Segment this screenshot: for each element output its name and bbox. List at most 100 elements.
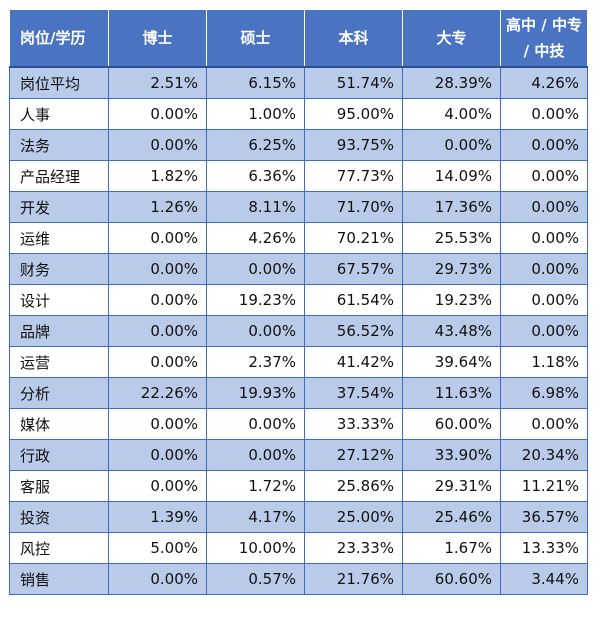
cell-bachelor-percent: 56.52% bbox=[304, 315, 403, 347]
row-position-label: 销售 bbox=[9, 563, 109, 595]
row-position-label: 法务 bbox=[9, 129, 109, 161]
cell-highschool-percent: 4.26% bbox=[500, 66, 588, 99]
table-row: 岗位平均 2.51% 6.15% 51.74% 28.39% 4.26% bbox=[9, 66, 588, 99]
cell-college-percent: 25.53% bbox=[402, 222, 501, 254]
cell-highschool-percent: 0.00% bbox=[500, 222, 588, 254]
table-row: 运维 0.00% 4.26% 70.21% 25.53% 0.00% bbox=[9, 222, 588, 254]
cell-college-percent: 39.64% bbox=[402, 346, 501, 378]
row-position-label: 风控 bbox=[9, 532, 109, 564]
cell-doctor-percent: 0.00% bbox=[108, 315, 207, 347]
cell-master-percent: 4.17% bbox=[206, 501, 305, 533]
cell-bachelor-percent: 25.86% bbox=[304, 470, 403, 502]
table-row: 设计 0.00% 19.23% 61.54% 19.23% 0.00% bbox=[9, 284, 588, 316]
cell-college-percent: 60.60% bbox=[402, 563, 501, 595]
cell-master-percent: 0.00% bbox=[206, 439, 305, 471]
cell-college-percent: 29.31% bbox=[402, 470, 501, 502]
cell-college-percent: 14.09% bbox=[402, 160, 501, 192]
cell-master-percent: 2.37% bbox=[206, 346, 305, 378]
cell-college-percent: 0.00% bbox=[402, 129, 501, 161]
cell-doctor-percent: 0.00% bbox=[108, 284, 207, 316]
cell-doctor-percent: 0.00% bbox=[108, 439, 207, 471]
table-row: 销售 0.00% 0.57% 21.76% 60.60% 3.44% bbox=[9, 563, 588, 595]
cell-master-percent: 0.00% bbox=[206, 315, 305, 347]
cell-highschool-percent: 0.00% bbox=[500, 253, 588, 285]
cell-college-percent: 17.36% bbox=[402, 191, 501, 223]
cell-bachelor-percent: 33.33% bbox=[304, 408, 403, 440]
cell-highschool-percent: 0.00% bbox=[500, 408, 588, 440]
cell-highschool-percent: 20.34% bbox=[500, 439, 588, 471]
cell-bachelor-percent: 27.12% bbox=[304, 439, 403, 471]
table-row: 客服 0.00% 1.72% 25.86% 29.31% 11.21% bbox=[9, 470, 588, 502]
cell-doctor-percent: 5.00% bbox=[108, 532, 207, 564]
cell-bachelor-percent: 23.33% bbox=[304, 532, 403, 564]
row-position-label: 开发 bbox=[9, 191, 109, 223]
table-row: 人事 0.00% 1.00% 95.00% 4.00% 0.00% bbox=[9, 98, 588, 130]
cell-doctor-percent: 1.39% bbox=[108, 501, 207, 533]
table-row: 产品经理 1.82% 6.36% 77.73% 14.09% 0.00% bbox=[9, 160, 588, 192]
row-position-label: 媒体 bbox=[9, 408, 109, 440]
cell-bachelor-percent: 70.21% bbox=[304, 222, 403, 254]
cell-bachelor-percent: 77.73% bbox=[304, 160, 403, 192]
header-bachelor: 本科 bbox=[304, 9, 403, 68]
cell-master-percent: 0.00% bbox=[206, 408, 305, 440]
cell-master-percent: 6.36% bbox=[206, 160, 305, 192]
cell-master-percent: 1.72% bbox=[206, 470, 305, 502]
cell-bachelor-percent: 71.70% bbox=[304, 191, 403, 223]
cell-master-percent: 1.00% bbox=[206, 98, 305, 130]
cell-highschool-percent: 1.18% bbox=[500, 346, 588, 378]
table-row: 开发 1.26% 8.11% 71.70% 17.36% 0.00% bbox=[9, 191, 588, 223]
cell-college-percent: 11.63% bbox=[402, 377, 501, 409]
cell-college-percent: 60.00% bbox=[402, 408, 501, 440]
cell-highschool-percent: 13.33% bbox=[500, 532, 588, 564]
cell-doctor-percent: 0.00% bbox=[108, 253, 207, 285]
cell-highschool-percent: 0.00% bbox=[500, 160, 588, 192]
row-position-label: 运维 bbox=[9, 222, 109, 254]
table-row: 法务 0.00% 6.25% 93.75% 0.00% 0.00% bbox=[9, 129, 588, 161]
cell-master-percent: 0.00% bbox=[206, 253, 305, 285]
cell-highschool-percent: 11.21% bbox=[500, 470, 588, 502]
cell-highschool-percent: 0.00% bbox=[500, 284, 588, 316]
row-position-label: 人事 bbox=[9, 98, 109, 130]
cell-doctor-percent: 2.51% bbox=[108, 66, 207, 99]
cell-master-percent: 4.26% bbox=[206, 222, 305, 254]
cell-highschool-percent: 36.57% bbox=[500, 501, 588, 533]
cell-bachelor-percent: 41.42% bbox=[304, 346, 403, 378]
row-position-label: 财务 bbox=[9, 253, 109, 285]
table-row: 媒体 0.00% 0.00% 33.33% 60.00% 0.00% bbox=[9, 408, 588, 440]
cell-master-percent: 19.23% bbox=[206, 284, 305, 316]
education-table-container: 岗位/学历 博士 硕士 本科 大专 高中 / 中专 / 中技 岗位平均 2.51%… bbox=[9, 9, 588, 595]
cell-highschool-percent: 3.44% bbox=[500, 563, 588, 595]
cell-highschool-percent: 6.98% bbox=[500, 377, 588, 409]
cell-college-percent: 25.46% bbox=[402, 501, 501, 533]
cell-doctor-percent: 22.26% bbox=[108, 377, 207, 409]
cell-bachelor-percent: 61.54% bbox=[304, 284, 403, 316]
row-position-label: 产品经理 bbox=[9, 160, 109, 192]
cell-bachelor-percent: 37.54% bbox=[304, 377, 403, 409]
table-row: 行政 0.00% 0.00% 27.12% 33.90% 20.34% bbox=[9, 439, 588, 471]
cell-bachelor-percent: 51.74% bbox=[304, 66, 403, 99]
cell-college-percent: 19.23% bbox=[402, 284, 501, 316]
row-position-label: 行政 bbox=[9, 439, 109, 471]
cell-doctor-percent: 0.00% bbox=[108, 98, 207, 130]
education-by-position-table: 岗位/学历 博士 硕士 本科 大专 高中 / 中专 / 中技 岗位平均 2.51%… bbox=[9, 9, 588, 595]
cell-college-percent: 33.90% bbox=[402, 439, 501, 471]
cell-bachelor-percent: 67.57% bbox=[304, 253, 403, 285]
table-row: 风控 5.00% 10.00% 23.33% 1.67% 13.33% bbox=[9, 532, 588, 564]
header-highschool: 高中 / 中专 / 中技 bbox=[500, 9, 588, 68]
cell-highschool-percent: 0.00% bbox=[500, 315, 588, 347]
header-position: 岗位/学历 bbox=[9, 9, 109, 68]
table-body: 岗位平均 2.51% 6.15% 51.74% 28.39% 4.26% 人事 0.00% 1.… bbox=[9, 66, 588, 595]
cell-doctor-percent: 0.00% bbox=[108, 563, 207, 595]
row-position-label: 投资 bbox=[9, 501, 109, 533]
cell-master-percent: 6.15% bbox=[206, 66, 305, 99]
table-row: 分析 22.26% 19.93% 37.54% 11.63% 6.98% bbox=[9, 377, 588, 409]
row-position-label: 运营 bbox=[9, 346, 109, 378]
cell-doctor-percent: 0.00% bbox=[108, 470, 207, 502]
cell-bachelor-percent: 25.00% bbox=[304, 501, 403, 533]
table-row: 运营 0.00% 2.37% 41.42% 39.64% 1.18% bbox=[9, 346, 588, 378]
row-position-label: 分析 bbox=[9, 377, 109, 409]
cell-master-percent: 10.00% bbox=[206, 532, 305, 564]
table-row: 品牌 0.00% 0.00% 56.52% 43.48% 0.00% bbox=[9, 315, 588, 347]
cell-college-percent: 43.48% bbox=[402, 315, 501, 347]
cell-doctor-percent: 0.00% bbox=[108, 222, 207, 254]
